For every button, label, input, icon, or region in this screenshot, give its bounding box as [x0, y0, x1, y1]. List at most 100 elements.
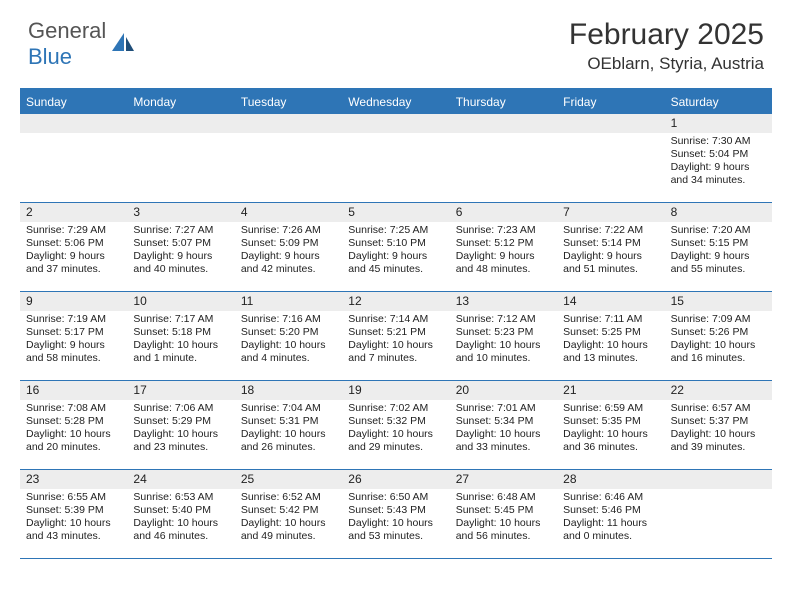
day-empty	[557, 114, 664, 202]
day-21: 21Sunrise: 6:59 AMSunset: 5:35 PMDayligh…	[557, 381, 664, 469]
sunset-text: Sunset: 5:34 PM	[456, 415, 551, 428]
daylight-text: Daylight: 10 hours and 53 minutes.	[348, 517, 443, 543]
day-number: 3	[127, 203, 234, 222]
sunrise-text: Sunrise: 7:16 AM	[241, 313, 336, 326]
day-body: Sunrise: 6:52 AMSunset: 5:42 PMDaylight:…	[235, 489, 342, 548]
sunrise-text: Sunrise: 7:01 AM	[456, 402, 551, 415]
day-body: Sunrise: 7:19 AMSunset: 5:17 PMDaylight:…	[20, 311, 127, 370]
day-17: 17Sunrise: 7:06 AMSunset: 5:29 PMDayligh…	[127, 381, 234, 469]
day-body: Sunrise: 7:06 AMSunset: 5:29 PMDaylight:…	[127, 400, 234, 459]
weekday-wednesday: Wednesday	[342, 90, 449, 114]
daylight-text: Daylight: 9 hours and 58 minutes.	[26, 339, 121, 365]
sunset-text: Sunset: 5:43 PM	[348, 504, 443, 517]
daylight-text: Daylight: 10 hours and 10 minutes.	[456, 339, 551, 365]
sunset-text: Sunset: 5:45 PM	[456, 504, 551, 517]
sunset-text: Sunset: 5:09 PM	[241, 237, 336, 250]
weekday-row: SundayMondayTuesdayWednesdayThursdayFrid…	[20, 90, 772, 114]
sunrise-text: Sunrise: 7:09 AM	[671, 313, 766, 326]
day-18: 18Sunrise: 7:04 AMSunset: 5:31 PMDayligh…	[235, 381, 342, 469]
location-text: OEblarn, Styria, Austria	[569, 54, 764, 74]
logo-general: General	[28, 18, 106, 43]
day-body: Sunrise: 7:17 AMSunset: 5:18 PMDaylight:…	[127, 311, 234, 370]
sunset-text: Sunset: 5:18 PM	[133, 326, 228, 339]
daylight-text: Daylight: 10 hours and 43 minutes.	[26, 517, 121, 543]
daylight-text: Daylight: 10 hours and 23 minutes.	[133, 428, 228, 454]
day-body	[342, 133, 449, 139]
sunrise-text: Sunrise: 6:46 AM	[563, 491, 658, 504]
day-body: Sunrise: 6:57 AMSunset: 5:37 PMDaylight:…	[665, 400, 772, 459]
day-body: Sunrise: 6:48 AMSunset: 5:45 PMDaylight:…	[450, 489, 557, 548]
daylight-text: Daylight: 10 hours and 39 minutes.	[671, 428, 766, 454]
day-number: 5	[342, 203, 449, 222]
day-number: 25	[235, 470, 342, 489]
weekday-thursday: Thursday	[450, 90, 557, 114]
daylight-text: Daylight: 9 hours and 51 minutes.	[563, 250, 658, 276]
day-number: 18	[235, 381, 342, 400]
day-body: Sunrise: 6:50 AMSunset: 5:43 PMDaylight:…	[342, 489, 449, 548]
logo-blue: Blue	[28, 44, 72, 69]
day-number: 11	[235, 292, 342, 311]
day-5: 5Sunrise: 7:25 AMSunset: 5:10 PMDaylight…	[342, 203, 449, 291]
daylight-text: Daylight: 10 hours and 20 minutes.	[26, 428, 121, 454]
day-body: Sunrise: 7:23 AMSunset: 5:12 PMDaylight:…	[450, 222, 557, 281]
daylight-text: Daylight: 10 hours and 1 minute.	[133, 339, 228, 365]
day-empty	[235, 114, 342, 202]
sunrise-text: Sunrise: 7:14 AM	[348, 313, 443, 326]
day-body: Sunrise: 7:22 AMSunset: 5:14 PMDaylight:…	[557, 222, 664, 281]
sunset-text: Sunset: 5:39 PM	[26, 504, 121, 517]
day-28: 28Sunrise: 6:46 AMSunset: 5:46 PMDayligh…	[557, 470, 664, 558]
day-number: 23	[20, 470, 127, 489]
day-14: 14Sunrise: 7:11 AMSunset: 5:25 PMDayligh…	[557, 292, 664, 380]
daylight-text: Daylight: 9 hours and 40 minutes.	[133, 250, 228, 276]
daylight-text: Daylight: 9 hours and 45 minutes.	[348, 250, 443, 276]
sunrise-text: Sunrise: 7:04 AM	[241, 402, 336, 415]
day-number	[342, 114, 449, 133]
day-body: Sunrise: 7:04 AMSunset: 5:31 PMDaylight:…	[235, 400, 342, 459]
day-body	[557, 133, 664, 139]
day-25: 25Sunrise: 6:52 AMSunset: 5:42 PMDayligh…	[235, 470, 342, 558]
month-title: February 2025	[569, 18, 764, 52]
sunrise-text: Sunrise: 7:22 AM	[563, 224, 658, 237]
sunset-text: Sunset: 5:23 PM	[456, 326, 551, 339]
sunset-text: Sunset: 5:10 PM	[348, 237, 443, 250]
sunset-text: Sunset: 5:31 PM	[241, 415, 336, 428]
day-20: 20Sunrise: 7:01 AMSunset: 5:34 PMDayligh…	[450, 381, 557, 469]
daylight-text: Daylight: 10 hours and 16 minutes.	[671, 339, 766, 365]
weekday-sunday: Sunday	[20, 90, 127, 114]
sunrise-text: Sunrise: 7:30 AM	[671, 135, 766, 148]
day-body: Sunrise: 6:53 AMSunset: 5:40 PMDaylight:…	[127, 489, 234, 548]
sunrise-text: Sunrise: 6:50 AM	[348, 491, 443, 504]
sunset-text: Sunset: 5:46 PM	[563, 504, 658, 517]
day-body	[127, 133, 234, 139]
day-empty	[665, 470, 772, 558]
sunset-text: Sunset: 5:14 PM	[563, 237, 658, 250]
day-19: 19Sunrise: 7:02 AMSunset: 5:32 PMDayligh…	[342, 381, 449, 469]
day-number: 8	[665, 203, 772, 222]
day-number	[20, 114, 127, 133]
day-number: 2	[20, 203, 127, 222]
day-number: 15	[665, 292, 772, 311]
day-number: 4	[235, 203, 342, 222]
week-row: 2Sunrise: 7:29 AMSunset: 5:06 PMDaylight…	[20, 203, 772, 292]
sunrise-text: Sunrise: 7:26 AM	[241, 224, 336, 237]
day-body: Sunrise: 6:55 AMSunset: 5:39 PMDaylight:…	[20, 489, 127, 548]
daylight-text: Daylight: 10 hours and 33 minutes.	[456, 428, 551, 454]
day-number: 22	[665, 381, 772, 400]
day-12: 12Sunrise: 7:14 AMSunset: 5:21 PMDayligh…	[342, 292, 449, 380]
daylight-text: Daylight: 9 hours and 34 minutes.	[671, 161, 766, 187]
daylight-text: Daylight: 10 hours and 46 minutes.	[133, 517, 228, 543]
week-row: 16Sunrise: 7:08 AMSunset: 5:28 PMDayligh…	[20, 381, 772, 470]
day-number: 13	[450, 292, 557, 311]
weekday-saturday: Saturday	[665, 90, 772, 114]
day-number	[450, 114, 557, 133]
daylight-text: Daylight: 10 hours and 29 minutes.	[348, 428, 443, 454]
week-row: 9Sunrise: 7:19 AMSunset: 5:17 PMDaylight…	[20, 292, 772, 381]
sunrise-text: Sunrise: 7:19 AM	[26, 313, 121, 326]
day-number: 26	[342, 470, 449, 489]
day-number: 12	[342, 292, 449, 311]
day-22: 22Sunrise: 6:57 AMSunset: 5:37 PMDayligh…	[665, 381, 772, 469]
day-number: 7	[557, 203, 664, 222]
day-number: 19	[342, 381, 449, 400]
sunrise-text: Sunrise: 7:29 AM	[26, 224, 121, 237]
sunset-text: Sunset: 5:32 PM	[348, 415, 443, 428]
